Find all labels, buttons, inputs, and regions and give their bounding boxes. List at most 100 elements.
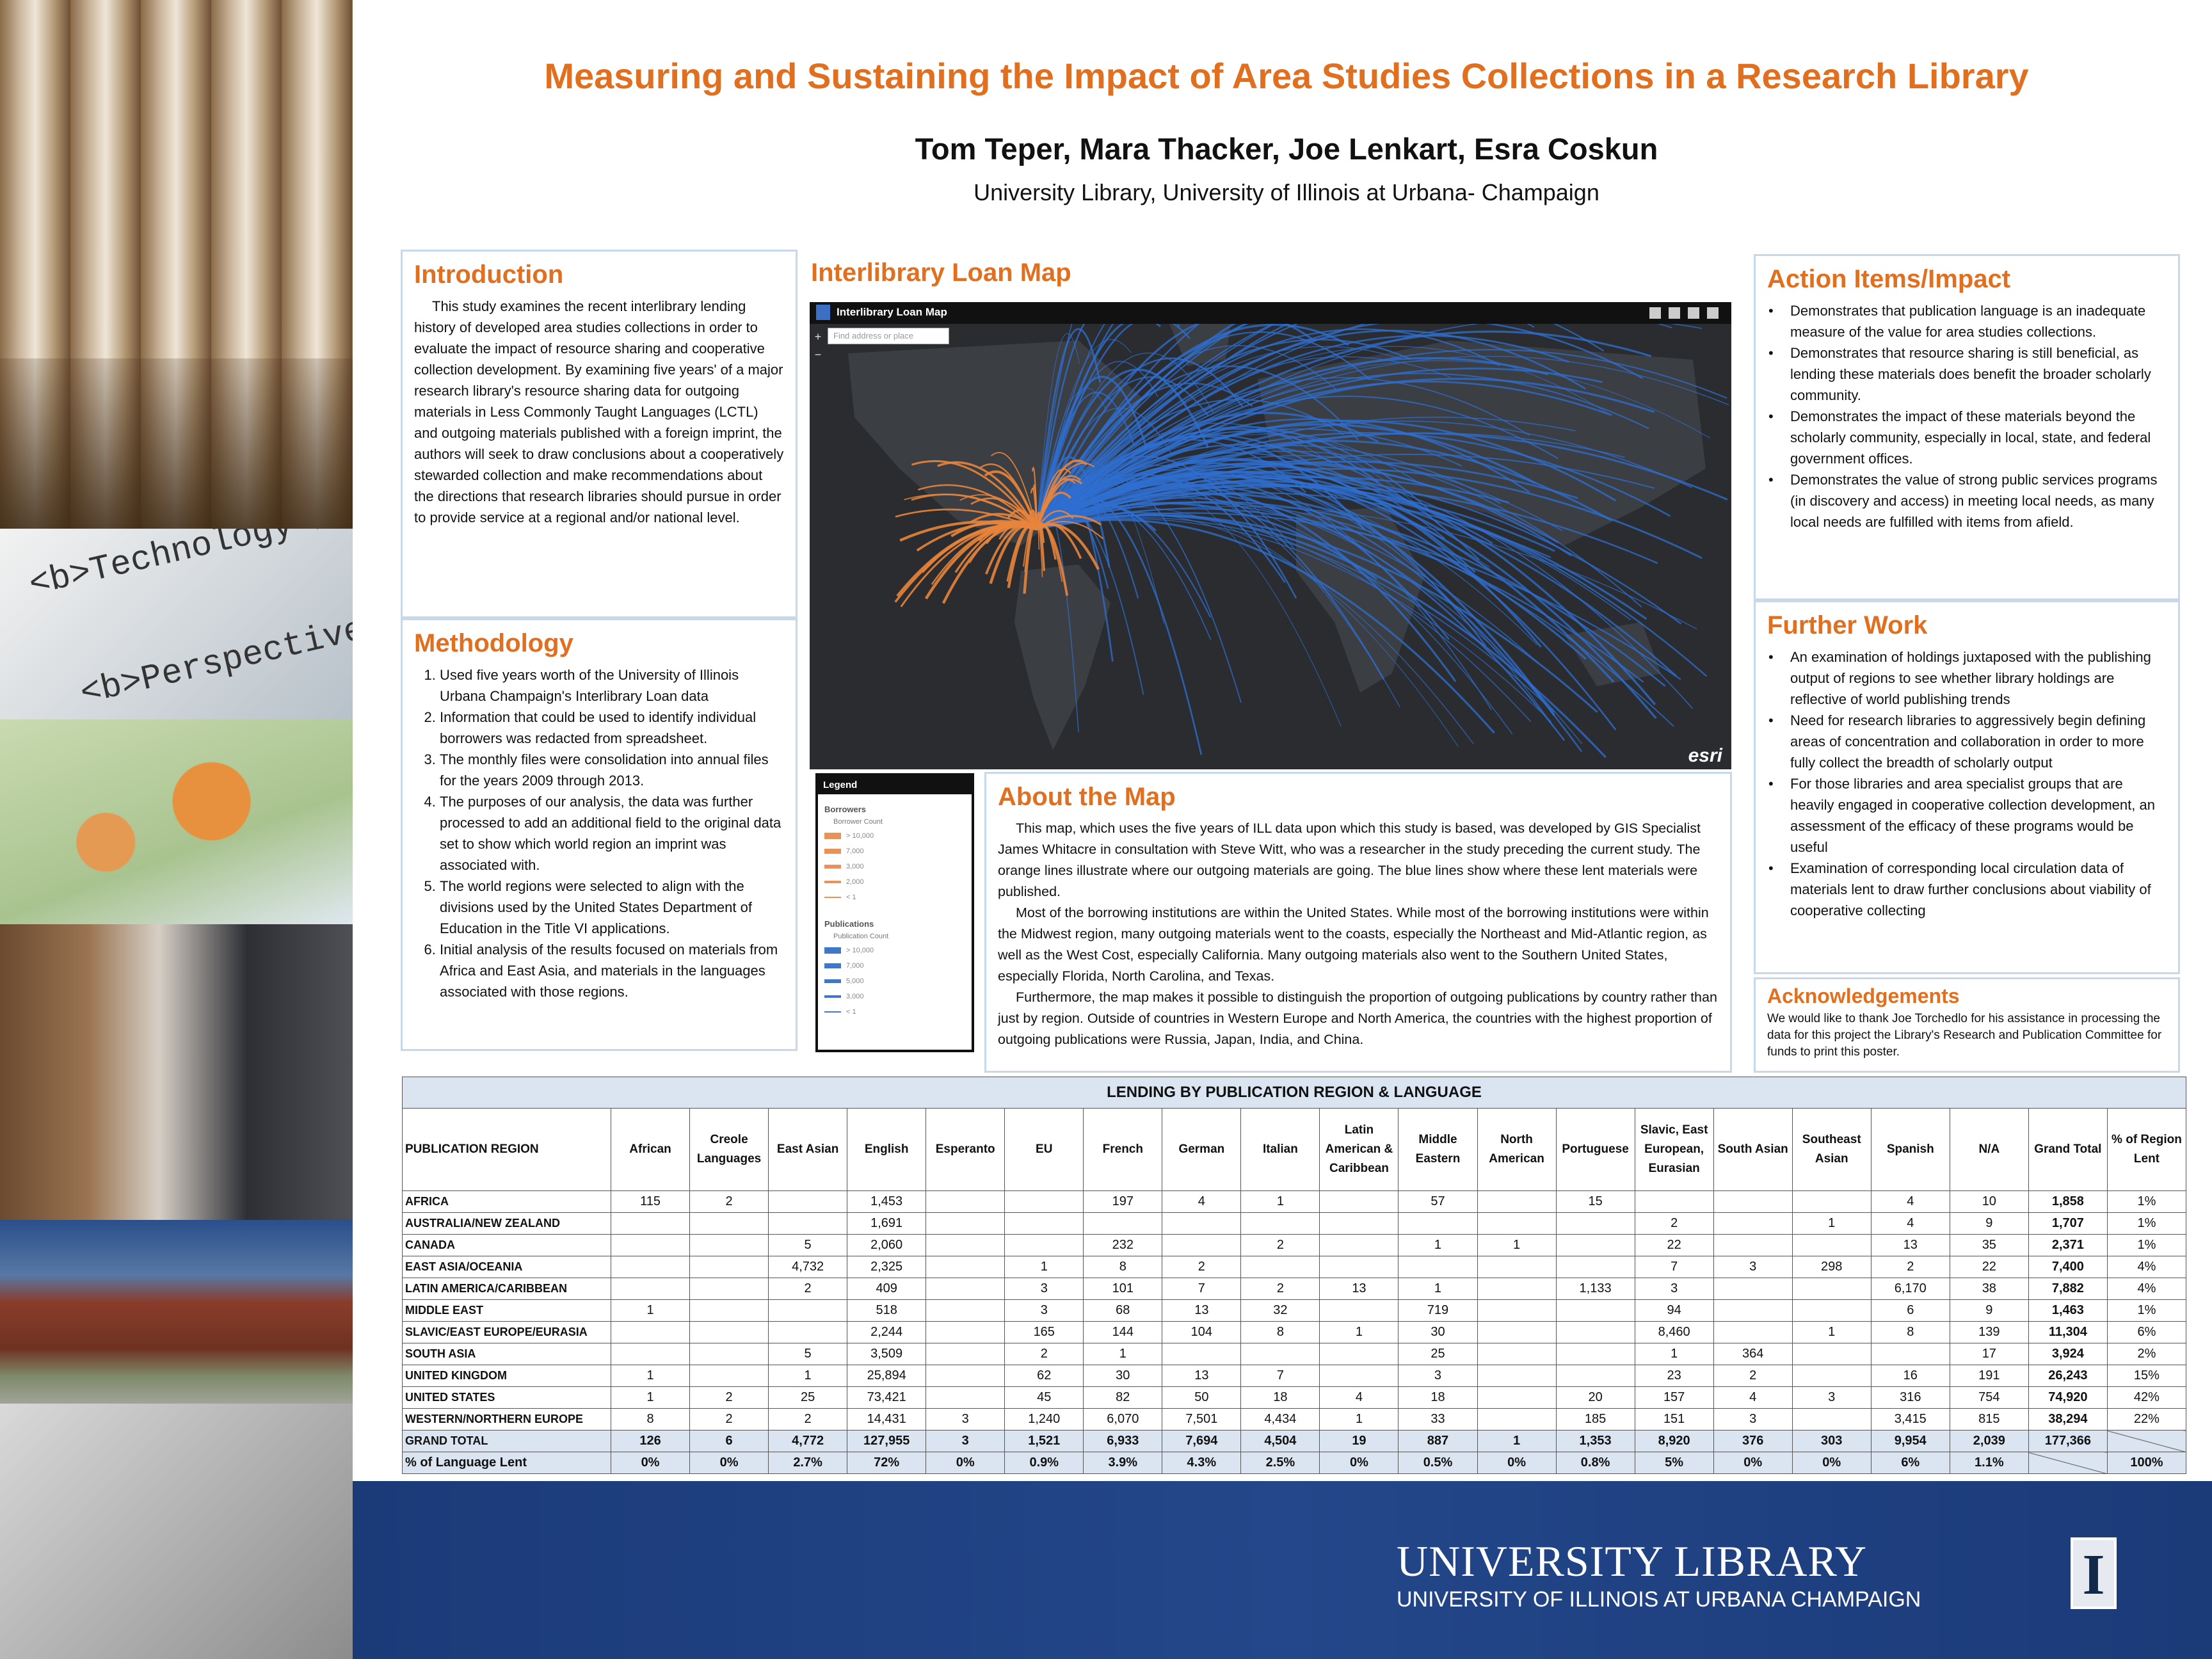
legend-title: Legend [818, 776, 972, 794]
table-title: LENDING BY PUBLICATION REGION & LANGUAGE [402, 1077, 2186, 1109]
table-cell: 0.8% [1555, 1452, 1635, 1474]
empty-cell [689, 1212, 769, 1235]
legend-label: 5,000 [846, 977, 864, 985]
table-cell: WESTERN/NORTHERN EUROPE [402, 1408, 611, 1431]
list-item: Demonstrates that resource sharing is st… [1768, 342, 2167, 406]
photo-columns [0, 0, 353, 529]
legend-swatch [824, 849, 841, 854]
table-row: SOUTH ASIA 5 3,509 2 1 25 1 364 17 3,924 2% [402, 1343, 2187, 1365]
table-row: SLAVIC/EAST EUROPE/EURASIA 2,244 165 144 104… [402, 1321, 2187, 1343]
column-header: Grand Total [2028, 1108, 2108, 1191]
legend-swatch [824, 881, 841, 883]
empty-cell [1398, 1212, 1478, 1235]
footer-title: UNIVERSITY LIBRARY [1397, 1537, 1868, 1585]
flow-line [1036, 474, 1242, 703]
flow-line [1036, 483, 1457, 682]
list-item: For those libraries and area specialist … [1768, 773, 2167, 858]
table-cell: 9 [1949, 1299, 2029, 1322]
table-cell: 316 [1870, 1386, 1950, 1409]
body-text: This map, which uses the five years of I… [998, 818, 1719, 1050]
table-cell: 6 [1870, 1299, 1950, 1322]
table-cell: 3,509 [847, 1343, 927, 1365]
table-cell: 9,954 [1870, 1430, 1950, 1452]
body-text: This study examines the recent interlibr… [414, 296, 784, 528]
flow-line [1036, 357, 1243, 530]
column-header: Creole Languages [689, 1108, 769, 1191]
table-cell: 74,920 [2028, 1386, 2108, 1409]
search-box[interactable]: Find address or place [828, 328, 949, 344]
empty-cell [1713, 1212, 1793, 1235]
affiliation: University Library, University of Illino… [974, 179, 1599, 205]
legend-label: > 10,000 [846, 947, 874, 954]
empty-cell [1713, 1190, 1793, 1213]
table-cell: 18 [1398, 1386, 1478, 1409]
empty-cell [926, 1190, 1006, 1213]
table-cell: 3.9% [1083, 1452, 1163, 1474]
table-cell: 1,707 [2028, 1212, 2108, 1235]
flow-line [1036, 505, 1144, 695]
image-text: <b>Perspective [77, 610, 353, 714]
zoom-controls[interactable]: + − [814, 330, 822, 361]
table-cell: 815 [1949, 1408, 2029, 1431]
empty-cell [1477, 1408, 1557, 1431]
flow-line [970, 497, 1038, 530]
table-cell: 518 [847, 1299, 927, 1322]
table-cell: 72% [847, 1452, 927, 1474]
footer-subtitle: UNIVERSITY OF ILLINOIS AT URBANA CHAMPAI… [1397, 1587, 1921, 1612]
table-cell: 1 [1477, 1430, 1557, 1452]
table-cell: 68 [1083, 1299, 1163, 1322]
table-cell: 6,070 [1083, 1408, 1163, 1431]
legend-row: > 10,000 [824, 828, 965, 844]
table-cell: 1 [1004, 1256, 1084, 1278]
empty-cell [926, 1343, 1006, 1365]
table-cell: 1,463 [2028, 1299, 2108, 1322]
table-cell: 33 [1398, 1408, 1478, 1431]
flow-line [1036, 318, 1643, 530]
empty-cell [1791, 1365, 1871, 1387]
map-tools[interactable] [1649, 307, 1720, 319]
empty-cell [1791, 1190, 1871, 1213]
legend-row: 3,000 [824, 989, 965, 1004]
app-title[interactable]: Interlibrary Loan Map [837, 306, 947, 318]
table-cell: 1% [2106, 1190, 2187, 1213]
table-cell: 18 [1240, 1386, 1320, 1409]
column-header: North American [1477, 1108, 1557, 1191]
flow-line [918, 484, 1038, 530]
table-cell: UNITED STATES [402, 1386, 611, 1409]
list-item: The world regions were selected to align… [440, 876, 784, 939]
table-cell: 4,732 [768, 1256, 848, 1278]
table-cell: 719 [1398, 1299, 1478, 1322]
table-cell: 3 [926, 1430, 1006, 1452]
flow-line [1036, 302, 1525, 530]
table-cell: 7 [1634, 1256, 1714, 1278]
table-cell: GRAND TOTAL [402, 1430, 611, 1452]
table-cell: 2 [689, 1386, 769, 1409]
table-cell: 1,453 [847, 1190, 927, 1213]
table-cell: 8 [1870, 1321, 1950, 1343]
legend-row: > 10,000 [824, 943, 965, 958]
legend-swatch [824, 963, 841, 968]
section-heading: About the Map [998, 783, 1176, 811]
empty-cell [689, 1234, 769, 1256]
table-cell: 4% [2106, 1278, 2187, 1300]
table-cell: 4.3% [1162, 1452, 1242, 1474]
table-cell: 4 [1319, 1386, 1399, 1409]
table-cell: 2 [689, 1408, 769, 1431]
table-cell: 6,170 [1870, 1278, 1950, 1300]
table-cell: 35 [1949, 1234, 2029, 1256]
column-header: Latin American & Caribbean [1319, 1108, 1399, 1191]
table-cell: 10 [1949, 1190, 2029, 1213]
table-cell: 22 [1634, 1234, 1714, 1256]
table-cell: 4,772 [768, 1430, 848, 1452]
column-header: African [610, 1108, 691, 1191]
flow-line [1036, 356, 1729, 530]
methodology-panel: Methodology Used five years worth of the… [401, 618, 797, 1051]
empty-cell [1634, 1190, 1714, 1213]
empty-cell [768, 1190, 848, 1213]
table-cell: 2,371 [2028, 1234, 2108, 1256]
table-cell: 165 [1004, 1321, 1084, 1343]
empty-cell [1477, 1256, 1557, 1278]
table-cell: 1 [1240, 1190, 1320, 1213]
legend-row: 7,000 [824, 958, 965, 974]
esri-logo: esri [1688, 745, 1722, 766]
